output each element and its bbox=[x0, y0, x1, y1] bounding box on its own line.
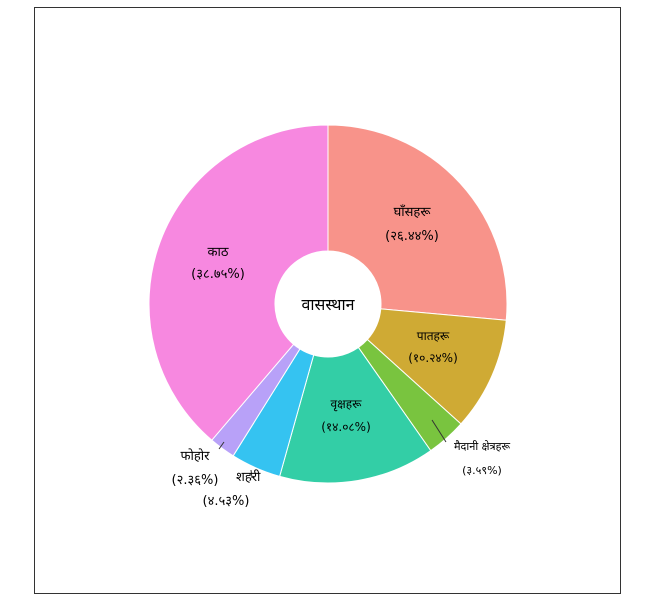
leader-line-शहरी bbox=[250, 469, 253, 479]
slice-label-मैदानी-क्षेत्रहरू: मैदानी क्षेत्रहरू bbox=[454, 440, 511, 453]
slice-label-वृक्षहरू: वृक्षहरू bbox=[331, 397, 363, 412]
slice-pct-वृक्षहरू: (१४.०८%) bbox=[321, 420, 371, 434]
slice-label-फोहोर: फोहोर bbox=[181, 448, 211, 464]
labels-group: घाँसहरू (२६.४४%) पातहरू (१०.२४%) मैदानी क्षे… bbox=[172, 204, 511, 509]
slices-group bbox=[148, 124, 508, 484]
slice-pct-घाँसहरू: (२६.४४%) bbox=[385, 229, 439, 244]
slice-pct-शहरी: (४.५३%) bbox=[203, 494, 250, 509]
slice-label-घाँसहरू: घाँसहरू bbox=[394, 204, 432, 220]
leader-line-मैदानी-क्षेत्रहरू bbox=[431, 419, 447, 443]
slice-label-काठ: काठ bbox=[208, 245, 229, 260]
donut-hole bbox=[275, 251, 381, 357]
slice-label-शहरी: शहरी bbox=[236, 469, 261, 485]
slice-pct-फोहोर: (२.३६%) bbox=[172, 473, 219, 488]
slice-pct-पातहरू: (१०.२४%) bbox=[408, 351, 458, 365]
slice-pct-काठ: (३८.७५%) bbox=[191, 267, 245, 282]
center-label: वासस्थान bbox=[301, 295, 355, 314]
slice-label-पातहरू: पातहरू bbox=[417, 329, 450, 343]
slice-pct-मैदानी-क्षेत्रहरू: (३.५९%) bbox=[462, 464, 502, 477]
leader-line-फोहोर bbox=[218, 441, 225, 450]
